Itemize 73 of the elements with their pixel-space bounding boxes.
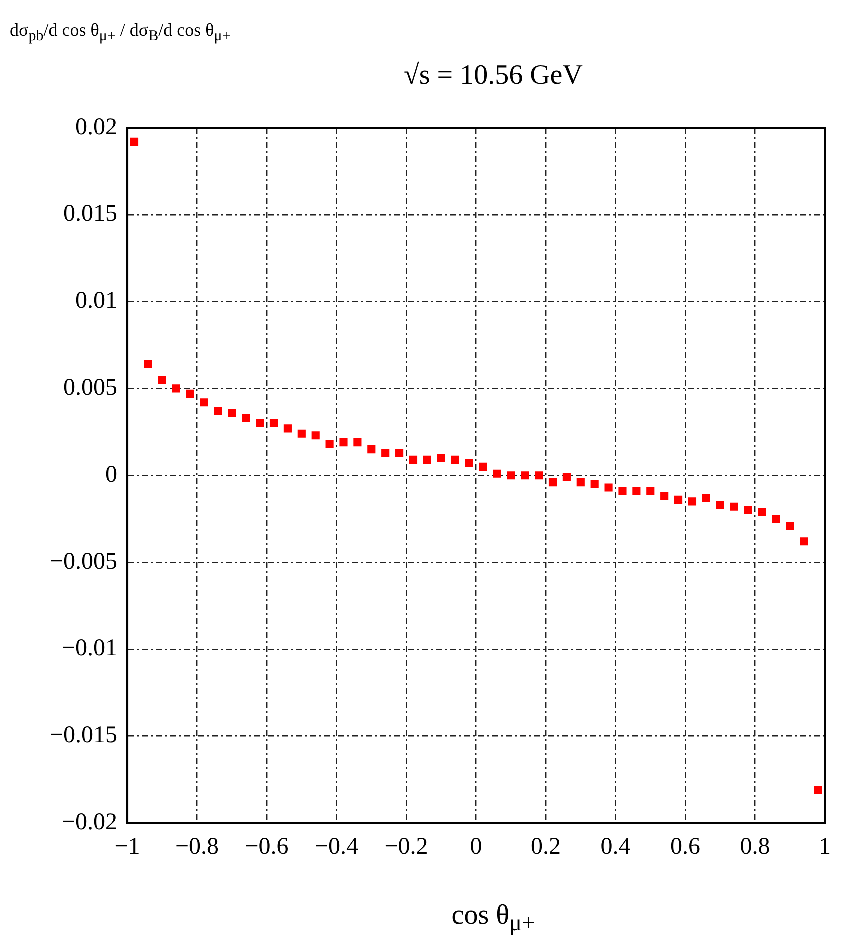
x-axis-title: cos θ$_{μ+}$ [450,900,536,938]
y-tick-label: −0.015 [50,722,118,749]
point [130,138,139,146]
point [618,487,627,496]
x-tick-label: 1 [819,834,831,860]
point [758,508,766,516]
point [800,538,808,546]
point [604,484,613,492]
point [451,456,460,464]
point [590,480,599,488]
point [186,390,194,398]
point [200,398,208,407]
point [298,430,306,438]
point [409,456,418,464]
point [382,448,390,458]
point [423,456,432,464]
point [521,472,530,480]
y-axis-title: dσ$_{pb}$/d cos θ$_{μ+}$ / dσ$_{B}$/d cos θ$_{μ+}$ [10,20,231,46]
point [674,496,683,504]
point [744,506,752,514]
point [548,478,558,487]
y-tick-label: 0 [106,462,118,488]
point [368,445,376,454]
point [772,515,780,524]
point [646,487,655,496]
point [326,440,334,448]
point [814,786,822,794]
y-tick-label: 0.015 [64,201,118,228]
point [256,419,264,428]
x-tick-label: −0.8 [176,834,220,860]
point [702,494,710,502]
x-tick-label: 0.2 [531,834,562,860]
chart-title: √s = 10.56 GeV [403,60,584,92]
point [730,502,738,511]
x-tick-label: 0.6 [670,834,701,860]
x-tick-label: −1 [114,834,140,860]
y-tick-label: 0.005 [64,374,118,401]
point [688,498,697,506]
y-tick-label: −0.02 [62,809,118,836]
point [493,470,502,478]
y-tick-label: 0.02 [76,114,118,140]
point [535,472,544,480]
point [632,487,641,496]
x-tick-label: 0.8 [740,834,770,860]
point [270,419,278,428]
point [340,438,348,447]
point [507,472,516,480]
point [214,407,222,416]
point [576,478,585,487]
y-tick-label: −0.005 [50,548,118,575]
point [786,522,794,530]
point [465,459,474,468]
x-tick-label: 0.4 [600,834,631,860]
point [172,384,180,393]
point [144,360,152,368]
point [716,501,724,510]
point [228,408,236,418]
point [396,448,404,458]
point [437,454,446,462]
point [312,432,320,440]
x-tick-label: −0.4 [315,834,359,860]
point [562,473,571,482]
y-tick-label: 0.01 [76,288,118,314]
point [660,492,669,500]
point [284,424,292,433]
point [158,376,166,384]
point [479,462,488,471]
point [354,438,362,447]
y-tick-label: −0.01 [62,636,118,662]
x-tick-label: −0.6 [245,834,289,860]
x-tick-label: −0.2 [384,834,428,860]
x-tick-label: 0 [470,834,482,860]
point [242,414,250,422]
